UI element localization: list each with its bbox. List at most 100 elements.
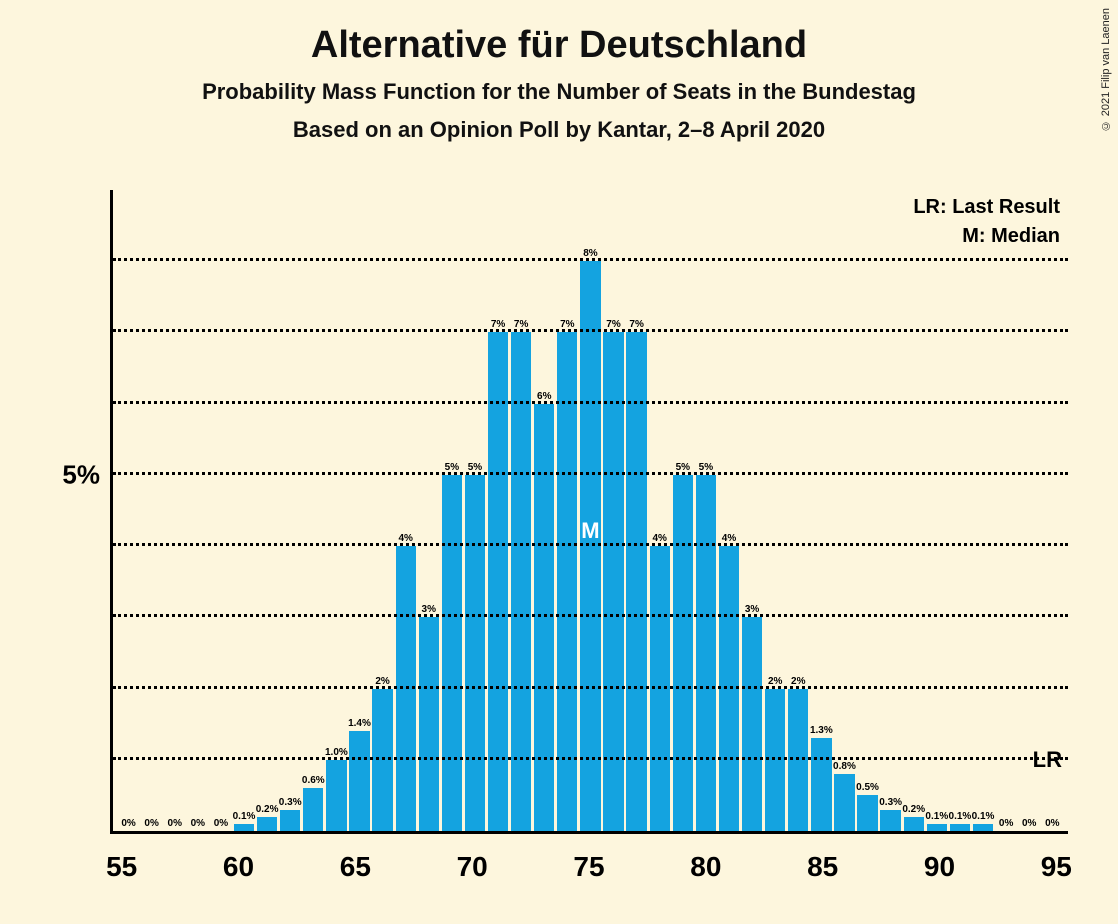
gridline bbox=[113, 614, 1068, 617]
bar-slot: 4% bbox=[717, 190, 740, 831]
gridline bbox=[113, 472, 1068, 475]
chart-subtitle-2: Based on an Opinion Poll by Kantar, 2–8 … bbox=[0, 117, 1118, 143]
bar: 0.1% bbox=[950, 824, 970, 831]
bar: 4% bbox=[719, 546, 739, 831]
bar-value-label: 0% bbox=[168, 818, 182, 831]
bar: 5% bbox=[696, 475, 716, 831]
bar-slot: 7% bbox=[602, 190, 625, 831]
gridline bbox=[113, 258, 1068, 261]
bar-slot: 0.1% bbox=[232, 190, 255, 831]
x-axis-label: 75 bbox=[573, 851, 604, 883]
bar-slot: 0% bbox=[140, 190, 163, 831]
bar: 0.1% bbox=[234, 824, 254, 831]
bar-value-label: 0% bbox=[1045, 818, 1059, 831]
bar-value-label: 0.5% bbox=[856, 782, 879, 795]
chart-subtitle-1: Probability Mass Function for the Number… bbox=[0, 79, 1118, 105]
bar-value-label: 0% bbox=[1022, 818, 1036, 831]
x-axis-label: 70 bbox=[457, 851, 488, 883]
bar: 5% bbox=[465, 475, 485, 831]
bar-slot: 2% bbox=[764, 190, 787, 831]
gridline bbox=[113, 401, 1068, 404]
bar-slot: 6% bbox=[533, 190, 556, 831]
bar-slot: 1.3% bbox=[810, 190, 833, 831]
x-axis-label: 90 bbox=[924, 851, 955, 883]
bar-value-label: 0.3% bbox=[879, 797, 902, 810]
x-axis-label: 65 bbox=[340, 851, 371, 883]
bar-value-label: 0.1% bbox=[949, 811, 972, 824]
bar: 4% bbox=[650, 546, 670, 831]
bar-slot: 0% bbox=[1041, 190, 1064, 831]
lr-marker: LR bbox=[1033, 747, 1062, 773]
bar-value-label: 0% bbox=[999, 818, 1013, 831]
bar-slot: 0.1% bbox=[948, 190, 971, 831]
bar-value-label: 0% bbox=[191, 818, 205, 831]
bar: 1.3% bbox=[811, 738, 831, 831]
bar-slot: 3% bbox=[417, 190, 440, 831]
bar-slot: 7% bbox=[510, 190, 533, 831]
bar: 0.1% bbox=[973, 824, 993, 831]
bar-value-label: 1.3% bbox=[810, 725, 833, 738]
copyright-text: © 2021 Filip van Laenen bbox=[1100, 8, 1112, 131]
bar-slot: 5% bbox=[694, 190, 717, 831]
bar-slot: 3% bbox=[741, 190, 764, 831]
bar-slot: 0% bbox=[163, 190, 186, 831]
bar: 0.2% bbox=[257, 817, 277, 831]
bar-slot: 0.3% bbox=[879, 190, 902, 831]
bar: 4% bbox=[396, 546, 416, 831]
bar-slot: 2% bbox=[371, 190, 394, 831]
bar: 5% bbox=[442, 475, 462, 831]
bar-slot: 8%M bbox=[579, 190, 602, 831]
gridline bbox=[113, 757, 1068, 760]
bar-value-label: 0.8% bbox=[833, 761, 856, 774]
bar-slot: 1.4% bbox=[348, 190, 371, 831]
x-axis-label: 95 bbox=[1041, 851, 1072, 883]
bar: 1.4% bbox=[349, 731, 369, 831]
bar: 0.3% bbox=[280, 810, 300, 831]
bar-slot: 5% bbox=[440, 190, 463, 831]
bar-slot: 0% bbox=[995, 190, 1018, 831]
bar-slot: 0% bbox=[186, 190, 209, 831]
bar-slot: 7% bbox=[487, 190, 510, 831]
x-axis-label: 55 bbox=[106, 851, 137, 883]
bar: 2% bbox=[765, 689, 785, 831]
bar: 0.2% bbox=[904, 817, 924, 831]
bar: 5% bbox=[673, 475, 693, 831]
bar-slot: 4% bbox=[394, 190, 417, 831]
bar-value-label: 0% bbox=[121, 818, 135, 831]
gridline bbox=[113, 686, 1068, 689]
bar-slot: 1.0% bbox=[325, 190, 348, 831]
bar: 2% bbox=[788, 689, 808, 831]
bar: 1.0% bbox=[326, 760, 346, 831]
bar: 0.1% bbox=[927, 824, 947, 831]
bar-slot: 0.1% bbox=[971, 190, 994, 831]
x-axis-label: 85 bbox=[807, 851, 838, 883]
bar: 0.6% bbox=[303, 788, 323, 831]
bar-slot: 0.8% bbox=[833, 190, 856, 831]
x-axis-label: 60 bbox=[223, 851, 254, 883]
bar-value-label: 1.4% bbox=[348, 718, 371, 731]
bar-value-label: 0.1% bbox=[233, 811, 256, 824]
bar-slot: 7% bbox=[625, 190, 648, 831]
bar: 3% bbox=[742, 617, 762, 831]
bar-slot: 7% bbox=[556, 190, 579, 831]
gridline bbox=[113, 329, 1068, 332]
bar-slot: 0% bbox=[1018, 190, 1041, 831]
chart-title: Alternative für Deutschland bbox=[0, 0, 1118, 67]
bar-value-label: 0.1% bbox=[972, 811, 995, 824]
bar-slot: 5% bbox=[671, 190, 694, 831]
bar: 0.5% bbox=[857, 795, 877, 831]
bar-value-label: 0% bbox=[214, 818, 228, 831]
bar: 0.8% bbox=[834, 774, 854, 831]
bar-slot: 0.1% bbox=[925, 190, 948, 831]
plot-region: LR: Last Result M: Median 0%0%0%0%0%0.1%… bbox=[110, 190, 1068, 834]
bar-slot: 0% bbox=[209, 190, 232, 831]
bar: 3% bbox=[419, 617, 439, 831]
bar-slot: 4% bbox=[648, 190, 671, 831]
bar-slot: 0.2% bbox=[902, 190, 925, 831]
chart-area: LR: Last Result M: Median 0%0%0%0%0%0.1%… bbox=[40, 190, 1088, 894]
x-axis: 556065707580859095 bbox=[110, 839, 1068, 894]
bar-slot: 0.5% bbox=[856, 190, 879, 831]
gridline bbox=[113, 543, 1068, 546]
bar-slot: 2% bbox=[787, 190, 810, 831]
bar-slot: 0.2% bbox=[256, 190, 279, 831]
